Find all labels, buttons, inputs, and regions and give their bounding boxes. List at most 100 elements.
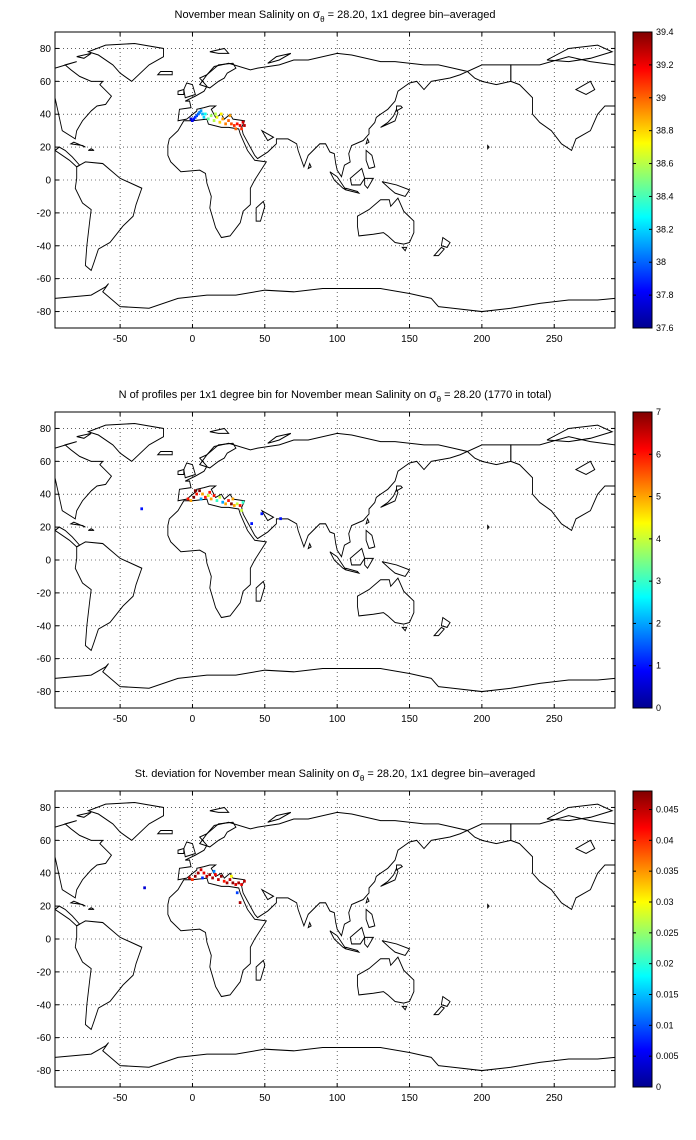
x-tick-label: 150 <box>401 1093 418 1104</box>
colorbar-tick-label: 0.025 <box>656 928 679 938</box>
data-cell <box>186 497 190 501</box>
data-cell <box>192 495 196 499</box>
data-cell <box>241 500 245 504</box>
y-tick-label: 60 <box>40 836 52 847</box>
data-cell <box>208 873 212 877</box>
data-cell <box>189 117 193 121</box>
data-cell <box>206 494 210 498</box>
data-cell <box>232 124 236 127</box>
data-cell <box>218 495 222 499</box>
data-cell <box>243 879 246 883</box>
y-tick-label: -40 <box>37 241 52 252</box>
data-cell <box>219 874 223 878</box>
data-cell <box>209 114 213 118</box>
y-tick-label: -80 <box>37 687 52 698</box>
data-cell <box>195 114 199 118</box>
data-cell <box>212 869 216 873</box>
colorbar-tick-label: 37.8 <box>656 290 674 300</box>
colorbar-tick-label: 38.6 <box>656 159 674 169</box>
x-tick-label: -50 <box>113 1093 128 1104</box>
colorbar-tick-label: 0 <box>656 1082 661 1092</box>
data-cell <box>230 874 233 878</box>
data-cell <box>260 512 264 516</box>
x-tick-label: -50 <box>113 714 128 725</box>
data-cell <box>211 876 214 880</box>
colorbar-tick-label: 7 <box>656 407 661 417</box>
data-cell <box>235 891 239 895</box>
x-tick-label: 200 <box>474 334 491 345</box>
data-cell <box>224 122 227 126</box>
x-tick-label: 100 <box>329 714 346 725</box>
data-cell <box>241 120 245 124</box>
colorbar-tick-label: 4 <box>656 534 661 544</box>
colorbar-tick-label: 0.005 <box>656 1051 679 1061</box>
data-cell <box>191 878 194 881</box>
x-tick-label: 50 <box>259 714 271 725</box>
data-cell <box>237 881 240 885</box>
map-panel-1: November mean Salinity on σθ = 28.20, 1x… <box>37 7 674 345</box>
x-tick-label: 250 <box>546 334 563 345</box>
y-tick-label: 60 <box>40 77 52 88</box>
data-cell <box>214 873 217 877</box>
y-tick-label: 0 <box>45 935 51 946</box>
data-cell <box>225 881 229 885</box>
data-cell <box>238 504 242 507</box>
y-tick-label: -40 <box>37 1000 52 1011</box>
x-tick-label: 200 <box>474 714 491 725</box>
data-cell <box>204 495 207 499</box>
x-tick-label: 150 <box>401 334 418 345</box>
x-tick-label: 0 <box>190 1093 196 1104</box>
data-cell <box>221 500 225 504</box>
data-cell <box>230 502 233 506</box>
data-cell <box>202 871 206 875</box>
data-cell <box>218 120 222 124</box>
y-tick-label: 40 <box>40 110 52 121</box>
x-tick-label: 0 <box>190 714 196 725</box>
y-tick-label: -20 <box>37 588 52 599</box>
colorbar-tick-label: 38.2 <box>656 224 674 234</box>
data-cell <box>193 489 197 493</box>
colorbar-tick-label: 39.2 <box>656 60 674 70</box>
data-cell <box>222 879 226 883</box>
data-cell <box>199 109 203 113</box>
colorbar-tick-label: 0.03 <box>656 897 674 907</box>
data-cell <box>198 489 201 493</box>
data-cell <box>240 883 243 886</box>
data-cell <box>202 115 206 119</box>
data-cell <box>201 876 204 880</box>
data-cell <box>204 112 207 116</box>
data-cell <box>238 124 242 127</box>
colorbar-tick-label: 0.045 <box>656 805 679 815</box>
colorbar: 37.6 37.8 38 38.2 38.4 38.6 38.8 39 39.2 39.4 <box>632 27 674 333</box>
data-cell <box>198 110 201 114</box>
data-cell <box>212 494 216 498</box>
data-cell <box>227 499 230 502</box>
data-cell <box>195 492 199 496</box>
data-cell <box>240 509 243 512</box>
colorbar-tick-label: 39 <box>656 93 666 103</box>
data-cell <box>228 114 232 118</box>
colorbar-tick-label: 37.6 <box>656 323 674 333</box>
data-cell <box>208 490 212 494</box>
colorbar-tick-label: 38 <box>656 257 666 267</box>
grid <box>55 412 615 708</box>
data-cell <box>232 504 236 507</box>
data-cell <box>215 115 219 119</box>
data-cell <box>231 881 235 885</box>
data-cell <box>235 502 239 506</box>
data-cell <box>201 492 204 496</box>
panel-title: St. deviation for November mean Salinity… <box>135 766 535 783</box>
y-tick-label: -60 <box>37 274 52 285</box>
panel-title: N of profiles per 1x1 degree bin for Nov… <box>119 387 552 404</box>
data-cells <box>189 109 246 131</box>
colorbar: 0 1 2 3 4 5 6 7 <box>632 407 661 713</box>
colorbar-tick-label: 0.04 <box>656 835 674 845</box>
data-cell <box>224 502 227 506</box>
colorbar-gradient <box>632 790 653 1088</box>
colorbar-tick-label: 3 <box>656 576 661 586</box>
data-cell <box>227 119 230 122</box>
y-tick-label: 20 <box>40 902 52 913</box>
y-tick-label: 40 <box>40 490 52 501</box>
x-tick-label: 100 <box>329 1093 346 1104</box>
